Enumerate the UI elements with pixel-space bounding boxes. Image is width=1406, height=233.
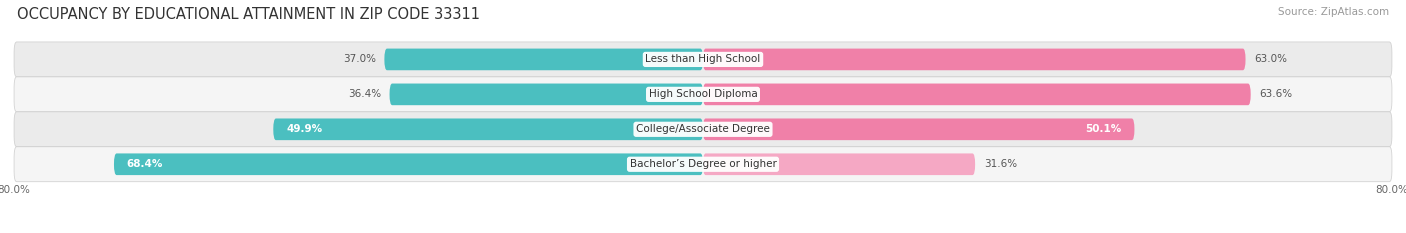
Text: 31.6%: 31.6% <box>984 159 1017 169</box>
FancyBboxPatch shape <box>384 49 703 70</box>
Text: Source: ZipAtlas.com: Source: ZipAtlas.com <box>1278 7 1389 17</box>
Text: Bachelor’s Degree or higher: Bachelor’s Degree or higher <box>630 159 776 169</box>
Text: 37.0%: 37.0% <box>343 55 375 64</box>
Text: High School Diploma: High School Diploma <box>648 89 758 99</box>
FancyBboxPatch shape <box>703 118 1135 140</box>
Text: 63.6%: 63.6% <box>1260 89 1292 99</box>
Legend: Owner-occupied, Renter-occupied: Owner-occupied, Renter-occupied <box>595 231 811 233</box>
FancyBboxPatch shape <box>14 147 1392 182</box>
FancyBboxPatch shape <box>703 154 976 175</box>
Text: Less than High School: Less than High School <box>645 55 761 64</box>
FancyBboxPatch shape <box>14 77 1392 112</box>
Text: OCCUPANCY BY EDUCATIONAL ATTAINMENT IN ZIP CODE 33311: OCCUPANCY BY EDUCATIONAL ATTAINMENT IN Z… <box>17 7 479 22</box>
FancyBboxPatch shape <box>14 112 1392 147</box>
Text: 63.0%: 63.0% <box>1254 55 1286 64</box>
FancyBboxPatch shape <box>389 84 703 105</box>
FancyBboxPatch shape <box>14 42 1392 77</box>
Text: 49.9%: 49.9% <box>287 124 322 134</box>
FancyBboxPatch shape <box>114 154 703 175</box>
Text: 36.4%: 36.4% <box>347 89 381 99</box>
FancyBboxPatch shape <box>273 118 703 140</box>
FancyBboxPatch shape <box>703 84 1251 105</box>
Text: 50.1%: 50.1% <box>1085 124 1122 134</box>
FancyBboxPatch shape <box>703 49 1246 70</box>
Text: 68.4%: 68.4% <box>127 159 163 169</box>
Text: College/Associate Degree: College/Associate Degree <box>636 124 770 134</box>
